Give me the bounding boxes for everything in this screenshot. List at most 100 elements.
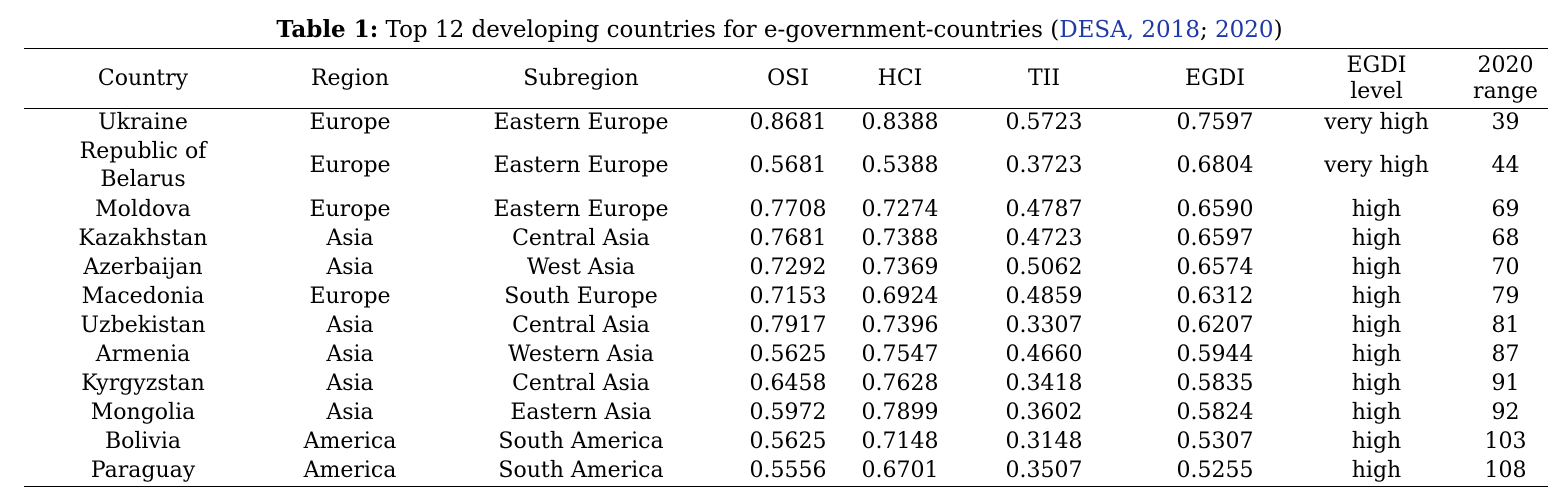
cell-country: Kyrgyzstan bbox=[81, 370, 205, 396]
cell-egdi-level: very high bbox=[1324, 153, 1429, 178]
cell-subregion: South America bbox=[498, 428, 664, 454]
table-row: Kazakhstan Asia Central Asia 0.7681 0.73… bbox=[24, 224, 1548, 253]
cell-osi: 0.5625 bbox=[749, 428, 827, 454]
cell-subregion: Central Asia bbox=[512, 225, 650, 251]
cell-range: 87 bbox=[1491, 341, 1520, 367]
cell-subregion: Eastern Europe bbox=[493, 109, 669, 135]
cell-osi: 0.5556 bbox=[749, 457, 827, 483]
cell-tii: 0.3507 bbox=[1005, 457, 1083, 483]
citation-link-2020[interactable]: 2020 bbox=[1215, 17, 1274, 43]
cell-subregion: West Asia bbox=[526, 254, 636, 280]
cell-subregion: Western Asia bbox=[508, 341, 654, 367]
cell-osi: 0.7153 bbox=[749, 283, 827, 309]
citation-link-desa-2018[interactable]: DESA, 2018 bbox=[1059, 17, 1200, 43]
cell-range: 44 bbox=[1491, 153, 1520, 178]
cell-region: Europe bbox=[309, 283, 391, 309]
cell-osi: 0.6458 bbox=[749, 370, 827, 396]
cell-egdi-level: high bbox=[1351, 196, 1402, 222]
header-hci: HCI bbox=[877, 65, 923, 91]
cell-subregion: Eastern Asia bbox=[510, 399, 652, 425]
cell-egdi-level: high bbox=[1351, 225, 1402, 251]
table-row: Paraguay America South America 0.5556 0.… bbox=[24, 456, 1548, 485]
cell-hci: 0.7388 bbox=[861, 225, 939, 251]
cell-egdi-level: very high bbox=[1324, 109, 1429, 135]
header-egdi-level-line1: EGDI bbox=[1346, 52, 1407, 78]
header-egdi-level-line2: level bbox=[1350, 78, 1403, 104]
cell-subregion: Eastern Europe bbox=[493, 153, 669, 178]
cell-region: Asia bbox=[326, 312, 374, 338]
cell-range: 108 bbox=[1484, 457, 1527, 483]
cell-osi: 0.8681 bbox=[749, 109, 827, 135]
cell-region: America bbox=[303, 428, 397, 454]
cell-hci: 0.5388 bbox=[861, 153, 939, 178]
cell-subregion: Central Asia bbox=[512, 312, 650, 338]
egov-table: Country Region Subregion OSI HCI TII EGD… bbox=[24, 49, 1548, 485]
table-caption: Table 1: Top 12 developing countries for… bbox=[0, 14, 1559, 46]
header-range-line2: range bbox=[1473, 78, 1538, 104]
header-egdi-level: EGDI level bbox=[1290, 49, 1463, 108]
caption-text: Top 12 developing countries for e-govern… bbox=[378, 17, 1060, 43]
header-range-line1: 2020 bbox=[1477, 52, 1534, 78]
table-row: Republic of Belarus Europe Eastern Europe… bbox=[24, 137, 1548, 195]
cell-egdi-level: high bbox=[1351, 428, 1402, 454]
cell-country: Mongolia bbox=[90, 399, 196, 425]
cell-tii: 0.4723 bbox=[1005, 225, 1083, 251]
cell-range: 68 bbox=[1491, 225, 1520, 251]
cell-egdi-level: high bbox=[1351, 457, 1402, 483]
cell-tii: 0.3602 bbox=[1005, 399, 1083, 425]
cell-range: 91 bbox=[1491, 370, 1520, 396]
cell-region: America bbox=[303, 457, 397, 483]
cell-subregion: Central Asia bbox=[512, 370, 650, 396]
cell-tii: 0.3418 bbox=[1005, 370, 1083, 396]
cell-osi: 0.5972 bbox=[749, 399, 827, 425]
cell-range: 70 bbox=[1491, 254, 1520, 280]
cell-egdi-level: high bbox=[1351, 312, 1402, 338]
cell-egdi: 0.6574 bbox=[1176, 254, 1254, 280]
cell-hci: 0.6924 bbox=[861, 283, 939, 309]
cell-subregion: South Europe bbox=[504, 283, 658, 309]
header-osi: OSI bbox=[767, 65, 809, 91]
cell-egdi: 0.6597 bbox=[1176, 225, 1254, 251]
cell-egdi: 0.5835 bbox=[1176, 370, 1254, 396]
cell-hci: 0.8388 bbox=[861, 109, 939, 135]
table-bottom-rule bbox=[24, 486, 1548, 487]
cell-subregion: South America bbox=[498, 457, 664, 483]
table-row: Macedonia Europe South Europe 0.7153 0.6… bbox=[24, 282, 1548, 311]
header-tii: TII bbox=[1027, 65, 1061, 91]
cell-osi: 0.5625 bbox=[749, 341, 827, 367]
table-row: Armenia Asia Western Asia 0.5625 0.7547 … bbox=[24, 340, 1548, 369]
cell-tii: 0.5062 bbox=[1005, 254, 1083, 280]
cell-egdi: 0.5307 bbox=[1176, 428, 1254, 454]
cell-country: Ukraine bbox=[98, 109, 188, 135]
cell-country: Republic of Belarus bbox=[24, 137, 262, 195]
cell-osi: 0.5681 bbox=[749, 153, 827, 178]
cell-region: Asia bbox=[326, 254, 374, 280]
cell-hci: 0.7396 bbox=[861, 312, 939, 338]
caption-label: Table 1: bbox=[276, 16, 379, 43]
cell-range: 79 bbox=[1491, 283, 1520, 309]
cell-egdi-level: high bbox=[1351, 254, 1402, 280]
table-header-rule bbox=[24, 108, 1548, 109]
cell-region: Asia bbox=[326, 341, 374, 367]
table-row: Ukraine Europe Eastern Europe 0.8681 0.8… bbox=[24, 108, 1548, 137]
cell-region: Europe bbox=[309, 153, 391, 178]
cell-tii: 0.4859 bbox=[1005, 283, 1083, 309]
cell-country: Bolivia bbox=[104, 428, 182, 454]
cell-egdi-level: high bbox=[1351, 341, 1402, 367]
cell-egdi: 0.5944 bbox=[1176, 341, 1254, 367]
cell-egdi-level: high bbox=[1351, 399, 1402, 425]
cell-country-line1: Republic of bbox=[79, 139, 207, 164]
cell-range: 69 bbox=[1491, 196, 1520, 222]
cell-hci: 0.7547 bbox=[861, 341, 939, 367]
cell-region: Asia bbox=[326, 399, 374, 425]
cell-egdi: 0.7597 bbox=[1176, 109, 1254, 135]
cell-hci: 0.7899 bbox=[861, 399, 939, 425]
cell-country: Moldova bbox=[95, 196, 191, 222]
cell-region: Asia bbox=[326, 225, 374, 251]
cell-osi: 0.7292 bbox=[749, 254, 827, 280]
cell-egdi: 0.5255 bbox=[1176, 457, 1254, 483]
cell-egdi-level: high bbox=[1351, 283, 1402, 309]
cell-tii: 0.3148 bbox=[1005, 428, 1083, 454]
table-header-row: Country Region Subregion OSI HCI TII EGD… bbox=[24, 49, 1548, 108]
cell-region: Europe bbox=[309, 109, 391, 135]
